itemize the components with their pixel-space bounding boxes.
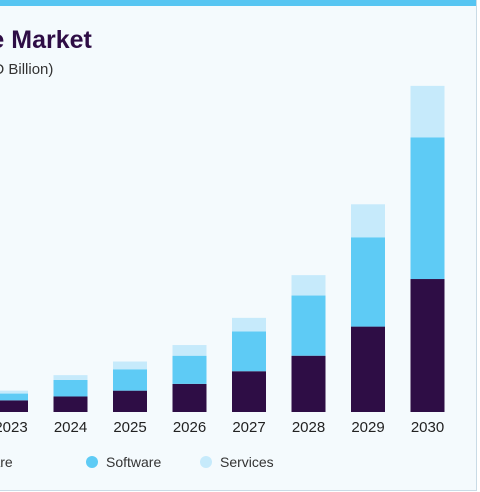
x-tick-label: 2025 bbox=[113, 419, 146, 436]
bar-services-2027 bbox=[232, 317, 266, 332]
bar-hardware-2025 bbox=[113, 390, 147, 412]
bar-hardware-2030 bbox=[410, 279, 445, 412]
top-accent-bar bbox=[0, 0, 476, 6]
bar-software-2028 bbox=[291, 295, 326, 356]
bar-software-2029 bbox=[351, 237, 385, 327]
x-tick-label: 2024 bbox=[54, 419, 87, 436]
legend-label-hardware: Hardware bbox=[0, 454, 13, 470]
x-tick-label: 2029 bbox=[351, 419, 384, 436]
bar-software-2027 bbox=[232, 331, 266, 372]
x-tick-label: 2026 bbox=[173, 419, 206, 436]
x-tick-label: 2028 bbox=[292, 419, 325, 436]
legend-swatch-software bbox=[86, 456, 98, 468]
bar-hardware-2028 bbox=[291, 355, 326, 412]
legend-swatch-services bbox=[200, 456, 212, 468]
bar-hardware-2027 bbox=[232, 371, 266, 412]
bar-services-2030 bbox=[410, 85, 445, 138]
legend-label-services: Services bbox=[220, 454, 274, 470]
bar-software-2026 bbox=[172, 355, 207, 384]
chart-subtitle: 2030 (USD Billion) bbox=[0, 61, 54, 78]
bar-hardware-2023 bbox=[0, 400, 28, 412]
bar-software-2025 bbox=[113, 369, 147, 391]
bar-hardware-2026 bbox=[172, 383, 207, 412]
bar-services-2024 bbox=[53, 375, 88, 380]
bar-hardware-2029 bbox=[351, 326, 385, 412]
bar-hardware-2024 bbox=[53, 396, 88, 412]
legend-label-software: Software bbox=[106, 454, 161, 470]
bar-software-2024 bbox=[53, 379, 88, 397]
bar-services-2028 bbox=[291, 275, 326, 296]
x-tick-label: 2027 bbox=[232, 419, 265, 436]
bar-services-2029 bbox=[351, 204, 385, 238]
legend: Hardware Software Services bbox=[0, 454, 274, 470]
bar-software-2030 bbox=[410, 137, 445, 280]
bar-services-2026 bbox=[172, 345, 207, 356]
chart-title: Metaverse Market bbox=[0, 26, 92, 54]
x-axis-ticks: 2023 2024 2025 2026 2027 2028 2029 2030 bbox=[0, 419, 444, 436]
bar-services-2023 bbox=[0, 390, 28, 394]
bar-services-2025 bbox=[113, 361, 147, 370]
bars-group bbox=[0, 85, 445, 412]
x-tick-label: 2030 bbox=[411, 419, 444, 436]
bar-software-2023 bbox=[0, 393, 28, 401]
x-tick-label: 2023 bbox=[0, 419, 28, 436]
